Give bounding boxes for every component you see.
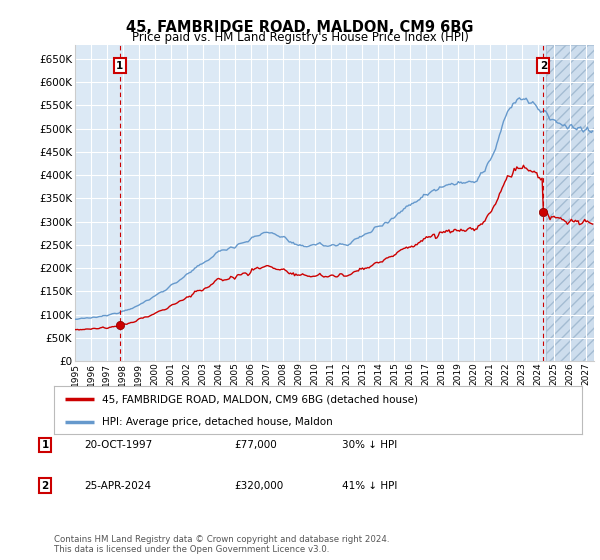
Text: HPI: Average price, detached house, Maldon: HPI: Average price, detached house, Mald… [101,417,332,427]
Text: 25-APR-2024: 25-APR-2024 [84,480,151,491]
Text: 1: 1 [116,60,124,71]
Text: 1: 1 [41,440,49,450]
Bar [546,45,594,361]
Text: 30% ↓ HPI: 30% ↓ HPI [342,440,397,450]
Text: £320,000: £320,000 [234,480,283,491]
Text: 41% ↓ HPI: 41% ↓ HPI [342,480,397,491]
Text: Price paid vs. HM Land Registry's House Price Index (HPI): Price paid vs. HM Land Registry's House … [131,31,469,44]
Text: 2: 2 [41,480,49,491]
Text: 45, FAMBRIDGE ROAD, MALDON, CM9 6BG (detached house): 45, FAMBRIDGE ROAD, MALDON, CM9 6BG (det… [101,394,418,404]
Text: £77,000: £77,000 [234,440,277,450]
Text: 2: 2 [540,60,547,71]
Bar [546,45,594,361]
Text: Contains HM Land Registry data © Crown copyright and database right 2024.
This d: Contains HM Land Registry data © Crown c… [54,535,389,554]
Text: 45, FAMBRIDGE ROAD, MALDON, CM9 6BG: 45, FAMBRIDGE ROAD, MALDON, CM9 6BG [126,20,474,35]
Text: 20-OCT-1997: 20-OCT-1997 [84,440,152,450]
